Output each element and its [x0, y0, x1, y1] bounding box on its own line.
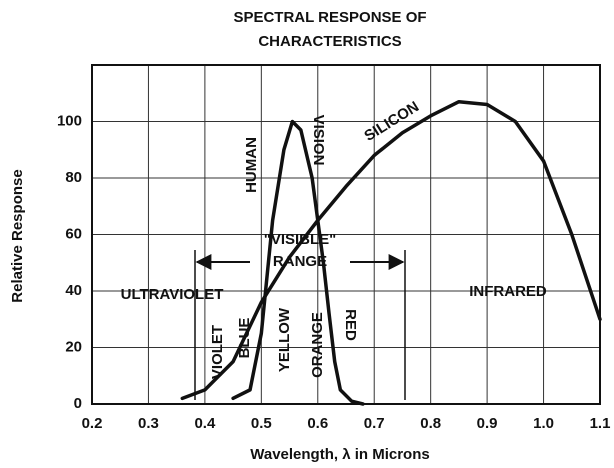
annotation: YELLOW — [276, 307, 293, 372]
annotation: VIOLET — [209, 325, 226, 379]
annotation: ORANGE — [309, 312, 326, 378]
series-line — [231, 119, 365, 406]
x-tick-label: 1.0 — [533, 415, 554, 432]
plot — [180, 99, 602, 406]
y-tick-label: 0 — [74, 395, 82, 412]
x-tick-label: 0.7 — [364, 415, 385, 432]
y-axis-label: Relative Response — [9, 169, 26, 302]
x-tick-label: 1.1 — [590, 415, 611, 432]
annotation: VISION — [310, 115, 327, 166]
plot-frame — [91, 64, 601, 405]
annotation: "VISIBLE" — [264, 231, 337, 248]
chart-title: SPECTRAL RESPONSE OF — [233, 9, 426, 26]
y-tick-label: 100 — [57, 112, 82, 129]
x-tick-label: 0.5 — [251, 415, 272, 432]
annotation: BLUE — [236, 318, 253, 359]
x-tick-label: 0.2 — [82, 415, 103, 432]
annotation: HUMAN — [243, 137, 260, 193]
chart-title: CHARACTERISTICS — [258, 33, 401, 50]
x-tick-label: 0.9 — [477, 415, 498, 432]
y-tick-label: 60 — [65, 225, 82, 242]
annotation: RED — [342, 309, 359, 341]
x-tick-label: 0.4 — [194, 415, 216, 432]
grid: 0.2 0.3 0.4 0.5 0.6 0.7 0.8 0.9 1.0 1.1 0 20 40 60 80 1… — [57, 64, 611, 432]
y-tick-label: 20 — [65, 338, 82, 355]
x-tick-label: 0.6 — [307, 415, 328, 432]
annotation: INFRARED — [469, 283, 547, 300]
annotation: ULTRAVIOLET — [121, 286, 224, 303]
series-line — [180, 99, 602, 401]
x-axis-label: Wavelength, λ in Microns — [250, 446, 429, 463]
x-tick-label: 0.8 — [420, 415, 441, 432]
annotation: RANGE — [273, 253, 327, 270]
x-tick-label: 0.3 — [138, 415, 159, 432]
annotations: HUMAN VISION SILICON "VISIBLE" RANGE ULT… — [121, 98, 547, 379]
y-tick-label: 80 — [65, 169, 82, 186]
y-tick-label: 40 — [65, 282, 82, 299]
